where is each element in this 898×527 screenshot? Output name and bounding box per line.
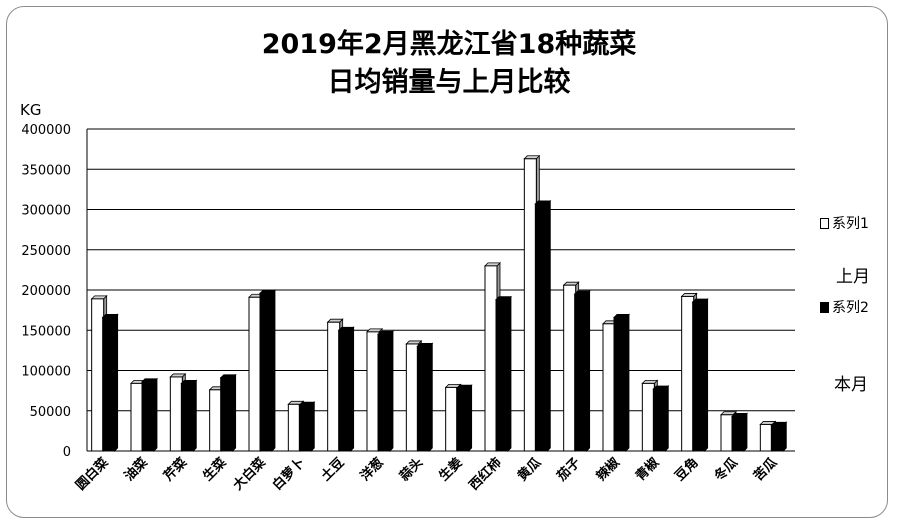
x-category-label: 洋葱 xyxy=(357,455,387,485)
x-category-label: 生姜 xyxy=(436,455,466,485)
x-category-label: 芹菜 xyxy=(160,455,190,485)
x-category-label: 油菜 xyxy=(121,455,151,485)
x-category-label: 豆角 xyxy=(672,455,702,485)
bar-series-2 xyxy=(220,377,234,452)
x-category-label: 圆白菜 xyxy=(73,455,112,494)
y-tick-label: 250000 xyxy=(21,244,71,259)
bar-series-2 xyxy=(534,203,548,452)
bar-series-1 xyxy=(405,343,419,452)
bar-series-2 xyxy=(652,388,666,452)
y-tick-label: 400000 xyxy=(21,123,71,138)
bar-series-2 xyxy=(141,381,155,452)
x-category-label: 黄瓜 xyxy=(514,455,544,485)
legend-label-series-2: 系列2 xyxy=(832,300,869,316)
x-category-label: 生菜 xyxy=(200,455,230,485)
bar-series-2 xyxy=(377,333,391,452)
bar-series-2 xyxy=(102,316,116,452)
bar-series-1 xyxy=(91,298,105,452)
legend-label-series-1: 系列1 xyxy=(832,216,869,232)
y-tick-label: 200000 xyxy=(21,284,71,299)
bar-series-1 xyxy=(641,382,655,452)
x-category-label: 冬瓜 xyxy=(711,455,741,485)
bar-series-1 xyxy=(248,296,262,452)
bar-series-1 xyxy=(445,386,459,452)
x-category-label: 蒜头 xyxy=(396,455,426,485)
y-axis-unit-label: KG xyxy=(20,101,42,119)
bar-series-2 xyxy=(731,415,745,452)
bar-series-1 xyxy=(523,158,537,452)
legend-note-this-month: 本月 xyxy=(834,375,868,395)
x-category-label: 土豆 xyxy=(318,455,348,485)
bar-series-2 xyxy=(180,382,194,452)
bar-series-2 xyxy=(456,387,470,452)
y-tick-label: 350000 xyxy=(21,163,71,178)
x-category-label: 青椒 xyxy=(632,455,662,485)
legend-swatch-series-1 xyxy=(820,217,829,229)
bar-series-1 xyxy=(602,323,616,452)
bar-series-2 xyxy=(259,292,273,452)
bar-series-1 xyxy=(759,423,773,452)
bar-series-1 xyxy=(484,265,498,452)
y-tick-label: 150000 xyxy=(21,324,71,339)
bar-series-1 xyxy=(130,382,144,452)
y-tick-label: 300000 xyxy=(21,204,71,219)
bar-series-2 xyxy=(298,404,312,452)
legend-item-series-1: 系列1 xyxy=(820,213,869,233)
bar-series-1 xyxy=(720,414,734,452)
legend-note-last-month: 上月 xyxy=(836,267,870,287)
bar-series-2 xyxy=(495,299,509,452)
bar-series-2 xyxy=(574,293,588,452)
y-tick-label: 50000 xyxy=(30,405,71,420)
legend-item-series-2: 系列2 xyxy=(820,297,869,317)
y-tick-label: 100000 xyxy=(21,365,71,380)
bar-series-2 xyxy=(770,424,784,452)
x-category-label: 西红柿 xyxy=(466,455,505,494)
x-category-label: 茄子 xyxy=(553,455,583,485)
bar-series-1 xyxy=(681,295,695,452)
x-category-label: 大白菜 xyxy=(230,455,269,494)
bar-series-1 xyxy=(169,376,183,452)
bar-series-1 xyxy=(366,331,380,452)
y-tick-label: 0 xyxy=(63,445,71,460)
bar-series-2 xyxy=(416,345,430,452)
bar-series-1 xyxy=(563,284,577,452)
bar-series-2 xyxy=(692,301,706,452)
x-category-label: 白萝卜 xyxy=(269,455,308,494)
x-category-label: 苦瓜 xyxy=(750,455,780,485)
bar-series-1 xyxy=(287,403,301,452)
legend-swatch-series-2 xyxy=(820,301,829,313)
bar-series-1 xyxy=(327,321,341,452)
x-category-label: 辣椒 xyxy=(593,455,623,485)
bar-series-2 xyxy=(338,329,352,452)
chart-title-line-1: 2019年2月黑龙江省18种蔬菜 xyxy=(261,29,637,60)
chart-title-line-2: 日均销量与上月比较 xyxy=(327,67,571,98)
bar-series-1 xyxy=(209,389,223,452)
bar-series-2 xyxy=(613,316,627,452)
